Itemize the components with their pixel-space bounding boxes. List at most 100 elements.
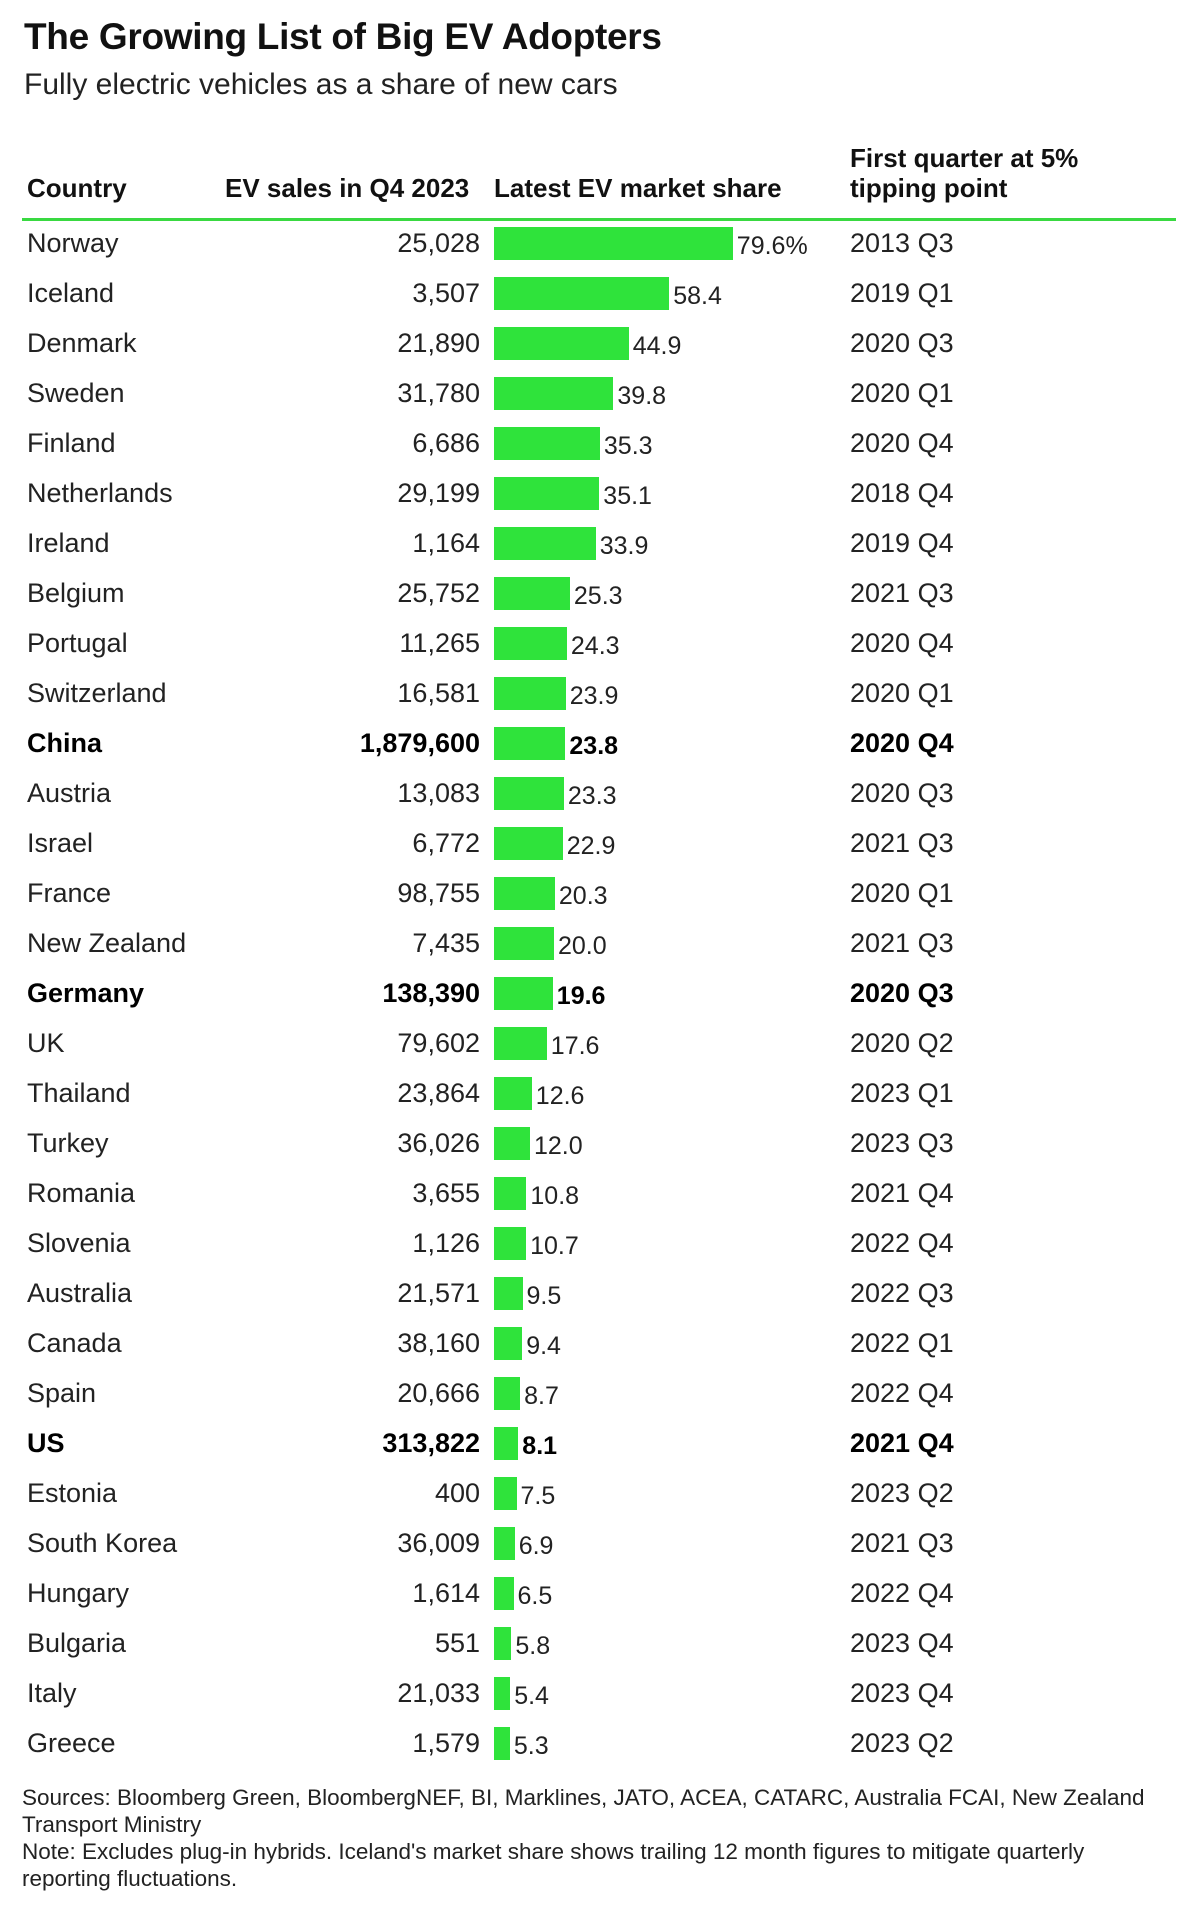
ev-sales-value: 16,581 [397, 678, 480, 708]
market-share-bar [494, 1177, 527, 1210]
country-name: Slovenia [27, 1228, 131, 1258]
chart-title: The Growing List of Big EV Adopters [24, 16, 662, 57]
country-name: Iceland [27, 278, 115, 308]
tipping-point-quarter: 2020 Q3 [850, 778, 954, 808]
ev-sales-value: 551 [434, 1628, 480, 1658]
ev-sales-value: 21,571 [397, 1278, 480, 1308]
country-name: France [27, 878, 112, 908]
country-name: UK [27, 1028, 65, 1058]
market-share-label: 24.3 [570, 632, 620, 660]
country-name: Denmark [27, 328, 137, 358]
tipping-point-quarter: 2021 Q4 [850, 1428, 954, 1458]
tipping-point-quarter: 2020 Q4 [850, 628, 954, 658]
ev-sales-value: 1,614 [412, 1578, 480, 1608]
tipping-point-quarter: 2020 Q4 [850, 428, 954, 458]
market-share-bar [494, 1727, 510, 1760]
chart-footer: Sources: Bloomberg Green, BloombergNEF, … [22, 1784, 1172, 1892]
tipping-point-quarter: 2022 Q1 [850, 1328, 954, 1358]
market-share-bar [494, 1077, 532, 1110]
market-share-label: 23.9 [569, 682, 619, 710]
market-share-label: 79.6% [736, 232, 808, 260]
market-share-bar [494, 577, 570, 610]
country-name: US [27, 1428, 65, 1458]
ev-sales-value: 23,864 [397, 1078, 480, 1108]
country-name: Norway [27, 228, 119, 258]
country-name: Austria [27, 778, 112, 808]
country-name: South Korea [27, 1528, 178, 1558]
chart-subtitle: Fully electric vehicles as a share of ne… [24, 68, 618, 101]
market-share-label: 17.6 [550, 1032, 600, 1060]
tipping-point-quarter: 2020 Q1 [850, 878, 954, 908]
tipping-point-quarter: 2013 Q3 [850, 228, 954, 258]
market-share-label: 35.3 [603, 432, 653, 460]
market-share-bar [494, 1677, 511, 1710]
country-name: Belgium [27, 578, 125, 608]
market-share-bar [494, 1277, 523, 1310]
ev-sales-value: 25,752 [397, 578, 480, 608]
market-share-bar [494, 827, 563, 860]
market-share-label: 12.6 [535, 1082, 585, 1110]
market-share-label: 22.9 [566, 832, 616, 860]
ev-sales-value: 31,780 [397, 378, 480, 408]
market-share-bar [494, 327, 629, 360]
market-share-bar [494, 277, 670, 310]
market-share-label: 10.7 [530, 1232, 579, 1260]
market-share-bar [494, 627, 567, 660]
market-share-bar [494, 777, 564, 810]
market-share-label: 23.3 [567, 782, 617, 810]
ev-sales-value: 11,265 [399, 628, 480, 658]
sources-text: Sources: Bloomberg Green, BloombergNEF, … [22, 1785, 1145, 1837]
country-name: China [27, 728, 103, 758]
tipping-point-quarter: 2020 Q1 [850, 378, 954, 408]
tipping-point-quarter: 2020 Q3 [850, 978, 954, 1008]
tipping-point-quarter: 2018 Q4 [850, 478, 954, 508]
market-share-bar [494, 527, 596, 560]
country-name: Canada [27, 1328, 122, 1358]
ev-sales-value: 21,033 [397, 1678, 480, 1708]
market-share-bar [494, 1027, 547, 1060]
country-name: Portugal [27, 628, 128, 658]
tipping-point-quarter: 2019 Q1 [850, 278, 954, 308]
ev-sales-value: 6,686 [412, 428, 480, 458]
country-name: Romania [27, 1178, 136, 1208]
country-name: Switzerland [27, 678, 167, 708]
tipping-point-quarter: 2022 Q4 [850, 1578, 954, 1608]
ev-sales-value: 29,199 [397, 478, 480, 508]
tipping-point-quarter: 2022 Q4 [850, 1228, 954, 1258]
ev-sales-value: 21,890 [397, 328, 480, 358]
country-name: Bulgaria [27, 1628, 127, 1658]
tipping-point-quarter: 2023 Q1 [850, 1078, 954, 1108]
tipping-point-quarter: 2019 Q4 [850, 528, 954, 558]
tipping-point-quarter: 2021 Q3 [850, 828, 954, 858]
ev-sales-value: 6,772 [412, 828, 480, 858]
market-share-label: 20.3 [558, 882, 608, 910]
country-name: Estonia [27, 1478, 118, 1508]
market-share-bar [494, 427, 600, 460]
market-share-label: 8.1 [522, 1432, 558, 1460]
market-share-label: 5.3 [513, 1732, 549, 1760]
column-header-tipping: First quarter at 5% tipping point [850, 143, 1079, 203]
market-share-label: 23.8 [569, 732, 619, 760]
market-share-label: 6.5 [517, 1582, 553, 1610]
market-share-bar [494, 1377, 521, 1410]
ev-sales-value: 1,126 [412, 1228, 480, 1258]
market-share-bar [494, 1627, 512, 1660]
ev-sales-value: 1,879,600 [359, 728, 480, 758]
tipping-point-quarter: 2021 Q3 [850, 1528, 954, 1558]
ev-sales-value: 20,666 [397, 1378, 480, 1408]
ev-sales-value: 1,579 [412, 1728, 480, 1758]
column-header-share: Latest EV market share [494, 173, 782, 203]
country-name: Spain [27, 1378, 97, 1408]
market-share-label: 39.8 [617, 382, 667, 410]
market-share-bar [494, 877, 555, 910]
ev-sales-value: 313,822 [382, 1428, 480, 1458]
ev-sales-value: 3,507 [412, 278, 480, 308]
ev-sales-value: 138,390 [382, 978, 480, 1008]
tipping-point-quarter: 2023 Q4 [850, 1678, 954, 1708]
tipping-point-quarter: 2021 Q3 [850, 578, 954, 608]
country-name: Israel [27, 828, 94, 858]
tipping-point-quarter: 2023 Q2 [850, 1478, 954, 1508]
market-share-bar [494, 1477, 517, 1510]
market-share-label: 6.9 [518, 1532, 554, 1560]
